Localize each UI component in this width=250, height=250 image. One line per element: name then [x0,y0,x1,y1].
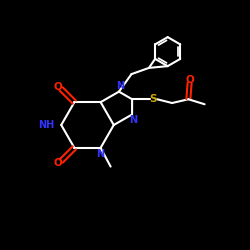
Text: N: N [116,81,124,91]
Text: O: O [54,82,62,92]
Text: O: O [54,158,62,168]
Text: S: S [150,94,157,104]
Text: N: N [96,149,105,159]
Text: NH: NH [38,120,54,130]
Text: N: N [129,115,138,125]
Text: O: O [185,75,194,85]
